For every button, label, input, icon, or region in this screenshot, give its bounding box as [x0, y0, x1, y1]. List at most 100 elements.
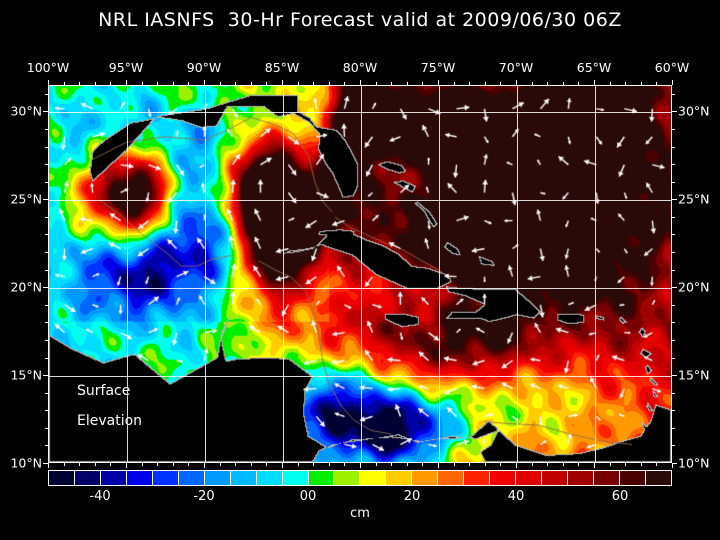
colorbar-swatch-1[interactable] [74, 471, 101, 485]
colorbar-swatch-16[interactable] [464, 471, 491, 485]
colorbar-swatch-0[interactable] [49, 471, 75, 485]
tick-bottom [672, 463, 673, 468]
tick-right [672, 392, 675, 394]
tick-bottom [266, 463, 268, 466]
tick-bottom [484, 463, 486, 466]
colorbar-swatch-8[interactable] [256, 471, 283, 485]
tick-right [672, 164, 675, 166]
colorbar-swatch-7[interactable] [230, 471, 257, 485]
tick-bottom [469, 463, 471, 466]
map-plot-area[interactable]: Surface Elevation [48, 85, 672, 463]
colorbar-tick-0: -40 [89, 489, 111, 504]
tick-bottom [406, 463, 408, 466]
lat-tick-left-3: 25°N [10, 191, 42, 207]
tick-bottom [625, 463, 627, 466]
tick-right [672, 199, 677, 201]
colorbar-swatch-11[interactable] [334, 471, 361, 485]
tick-bottom [188, 463, 190, 466]
colorbar-swatch-2[interactable] [100, 471, 127, 485]
lon-tick-2: 90°W [186, 60, 222, 75]
tick-bottom [562, 463, 564, 466]
tick-right [672, 304, 675, 306]
tick-bottom [609, 463, 611, 466]
tick-bottom [79, 463, 81, 466]
colorbar-swatch-4[interactable] [152, 471, 179, 485]
colorbar-swatch-17[interactable] [490, 471, 517, 485]
tick-bottom [204, 463, 205, 468]
tick-bottom [438, 463, 439, 468]
tick-right [672, 322, 675, 324]
colorbar-swatch-9[interactable] [282, 471, 309, 485]
lon-tick-0: 100°W [26, 60, 70, 75]
tick-bottom [594, 463, 595, 468]
colorbar-swatch-5[interactable] [178, 471, 205, 485]
lat-tick-right-1: 15°N [678, 367, 710, 383]
tick-right [672, 463, 677, 464]
colorbar-swatch-3[interactable] [126, 471, 153, 485]
lat-tick-left-1: 15°N [10, 367, 42, 383]
lat-tick-right-4: 30°N [678, 103, 710, 119]
tick-bottom [656, 463, 658, 466]
colorbar-swatch-13[interactable] [386, 471, 413, 485]
tick-bottom [172, 463, 174, 466]
lon-tick-8: 60°W [654, 60, 690, 75]
tick-top [672, 80, 673, 85]
lat-tick-left-0: 10°N [10, 455, 42, 471]
tick-right [672, 269, 675, 271]
tick-bottom [391, 463, 393, 466]
colorbar-swatch-22[interactable] [619, 471, 646, 485]
colorbar-tick-4: 40 [507, 489, 525, 504]
tick-bottom [453, 463, 455, 466]
tick-bottom [640, 463, 642, 466]
tick-bottom [250, 463, 252, 466]
lat-tick-right-3: 25°N [678, 191, 710, 207]
tick-right [672, 252, 675, 254]
tick-bottom [313, 463, 315, 466]
lon-tick-1: 95°W [108, 60, 144, 75]
colorbar-tick-3: 20 [403, 489, 421, 504]
colorbar-swatch-21[interactable] [594, 471, 620, 485]
tick-right [672, 146, 675, 148]
tick-right [672, 339, 675, 341]
tick-right [672, 410, 675, 412]
tick-right [672, 93, 675, 95]
tick-bottom [297, 463, 299, 466]
tick-right [672, 287, 677, 289]
tick-bottom [328, 463, 330, 466]
colorbar-tick-1: -20 [193, 489, 215, 504]
tick-bottom [141, 463, 143, 466]
tick-bottom [422, 463, 424, 466]
lat-tick-right-2: 20°N [678, 279, 710, 295]
tick-bottom [219, 463, 221, 466]
lon-tick-6: 70°W [498, 60, 534, 75]
tick-bottom [94, 463, 96, 466]
map-annotation-line1: Surface [77, 383, 131, 399]
tick-right [672, 234, 675, 236]
colorbar-tick-2: 00 [299, 489, 317, 504]
colorbar-swatch-20[interactable] [568, 471, 595, 485]
colorbar-unit-label: cm [350, 506, 370, 521]
colorbar-swatch-23[interactable] [645, 471, 671, 485]
tick-bottom [282, 463, 283, 468]
colorbar-swatch-12[interactable] [360, 471, 387, 485]
tick-right [672, 111, 677, 113]
colorbar-swatch-18[interactable] [516, 471, 543, 485]
lon-tick-3: 85°W [264, 60, 300, 75]
tick-right [672, 445, 675, 447]
tick-bottom [157, 463, 159, 466]
tick-bottom [578, 463, 580, 466]
colorbar-swatch-10[interactable] [308, 471, 335, 485]
lon-tick-4: 80°W [342, 60, 378, 75]
lon-tick-5: 75°W [420, 60, 456, 75]
tick-bottom [516, 463, 517, 468]
colorbar-swatch-15[interactable] [438, 471, 465, 485]
sea-surface-elevation-field [49, 86, 671, 462]
lat-tick-left-2: 20°N [10, 279, 42, 295]
tick-bottom [48, 463, 49, 468]
colorbar[interactable] [48, 470, 672, 486]
colorbar-swatch-19[interactable] [542, 471, 569, 485]
tick-bottom [235, 463, 237, 466]
colorbar-swatch-14[interactable] [412, 471, 439, 485]
colorbar-swatch-6[interactable] [204, 471, 231, 485]
